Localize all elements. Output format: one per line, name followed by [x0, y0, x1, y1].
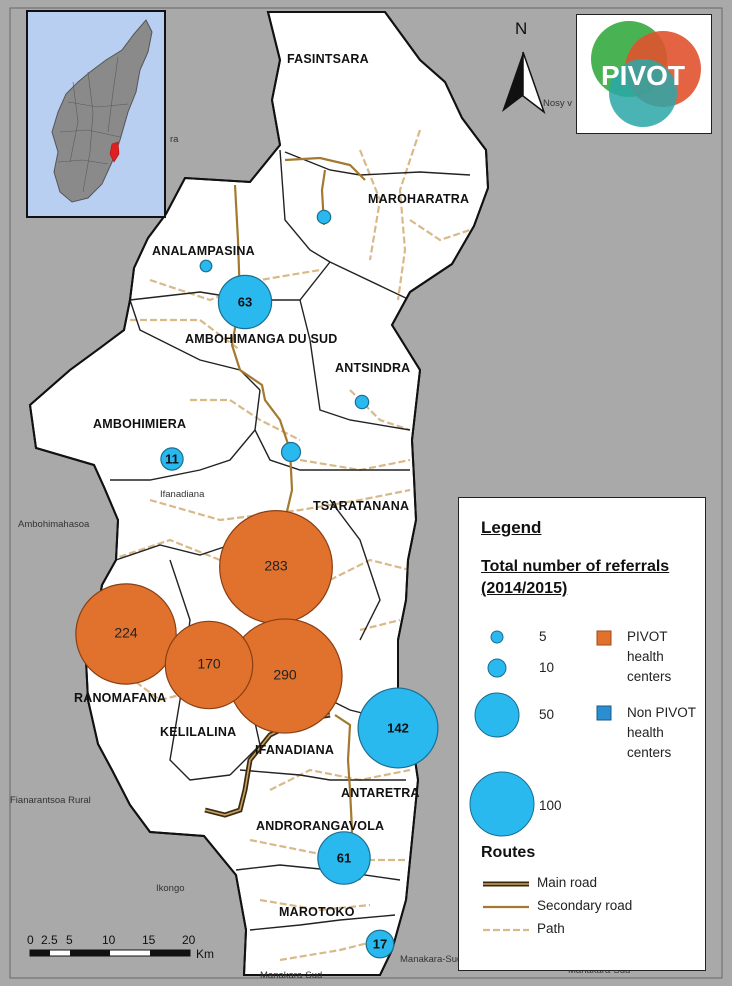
pivot-center-count: 290: [273, 667, 297, 683]
north-label: N: [515, 19, 527, 38]
legend-size-10: [487, 658, 507, 678]
commune-label: ANALAMPASINA: [152, 244, 255, 258]
place-label: Ambohimahasoa: [18, 519, 90, 530]
pivot-center-count: 224: [114, 625, 138, 641]
place-label: Manakara-Sud: [260, 970, 322, 981]
legend-pivot-label: PIVOT health centers: [627, 629, 672, 684]
pivot-center-count: 283: [264, 558, 288, 574]
scale-tick: 15: [142, 933, 156, 947]
place-label: Manakara-Sud: [400, 954, 462, 965]
commune-label: MAROHARATRA: [368, 192, 469, 206]
non-pivot-center-bubble: [354, 394, 370, 410]
non-pivot-center-count: 61: [337, 850, 351, 865]
logo-text: PIVOT: [601, 60, 685, 91]
legend-size-100: [469, 771, 535, 837]
madagascar-inset-icon: [51, 19, 153, 203]
legend-size-label: 50: [539, 707, 555, 722]
pivot-logo: PIVOT: [576, 14, 712, 134]
commune-label: AMBOHIMIERA: [93, 417, 186, 431]
scale-tick: 2.5: [41, 933, 58, 947]
scale-bar: 0 2.5 5 10 15 20 Km: [27, 933, 214, 961]
health-center-bubbles: 63 11 142 61 17 224 283 290 170: [75, 209, 439, 959]
legend-non-pivot-label: Non PIVOT health centers: [627, 705, 696, 760]
non-pivot-center-bubble: [357, 687, 439, 769]
commune-label: ANTARETRA: [341, 786, 420, 800]
non-pivot-center-bubble: [280, 441, 302, 463]
non-pivot-center-bubble: [316, 209, 332, 225]
legend: Legend Total number of referrals (2014/2…: [458, 497, 706, 971]
place-label: Ifanadiana: [160, 489, 205, 500]
map-frame: [9, 7, 723, 979]
place-label: ra: [170, 134, 179, 145]
pivot-logo-icon: PIVOT: [591, 21, 701, 127]
non-pivot-center-bubble: [217, 274, 273, 330]
commune-label: FASINTSARA: [287, 52, 369, 66]
district-location-marker: [109, 141, 120, 163]
non-pivot-center-count: 17: [373, 936, 387, 951]
legend-symbols: [469, 630, 612, 932]
commune-label: TSARATANANA: [313, 499, 409, 513]
place-label: Ikongo: [156, 883, 185, 894]
legend-size-label: 100: [539, 798, 562, 813]
place-label: Fianarantsoa Rural: [10, 795, 91, 806]
commune-label: ANTSINDRA: [335, 361, 410, 375]
north-arrow-icon: N: [502, 19, 546, 115]
place-label: Nosy v: [543, 98, 572, 109]
legend-subtitle: Total number of referrals (2014/2015): [481, 558, 670, 597]
legend-size-label: 5: [539, 629, 547, 644]
commune-labels: FASINTSARA MAROHARATRA ANALAMPASINA AMBO…: [74, 52, 469, 919]
non-pivot-center-bubble: [365, 929, 395, 959]
commune-label: ANDRORANGAVOLA: [256, 819, 384, 833]
scale-tick: 10: [102, 933, 116, 947]
legend-size-5: [490, 630, 504, 644]
commune-label: MAROTOKO: [279, 905, 355, 919]
scale-unit: Km: [196, 947, 214, 961]
scale-tick: 20: [182, 933, 196, 947]
pivot-center-count: 170: [197, 656, 221, 672]
inset-map: [26, 10, 166, 218]
scale-tick: 5: [66, 933, 73, 947]
commune-label: IFANADIANA: [255, 743, 334, 757]
commune-label: AMBOHIMANGA DU SUD: [185, 332, 337, 346]
legend-routes-title: Routes: [481, 844, 536, 861]
non-pivot-center-count: 63: [238, 294, 252, 309]
legend-route-label: Path: [537, 921, 565, 936]
legend-pivot-swatch: [596, 630, 612, 646]
pivot-center-bubble: [164, 620, 254, 710]
legend-size-50: [474, 692, 520, 738]
scale-tick: 0: [27, 933, 34, 947]
commune-label: RANOMAFANA: [74, 691, 166, 705]
legend-title: Legend: [481, 518, 542, 537]
non-pivot-center-count: 11: [165, 451, 179, 466]
legend-size-label: 10: [539, 660, 555, 675]
commune-label: KELILALINA: [160, 725, 236, 739]
non-pivot-center-count: 142: [387, 720, 409, 735]
pivot-center-bubble: [75, 583, 177, 685]
non-pivot-center-bubble: [160, 447, 184, 471]
non-pivot-center-bubble: [317, 831, 371, 885]
legend-route-label: Main road: [537, 875, 598, 890]
legend-route-label: Secondary road: [537, 898, 633, 913]
non-pivot-center-bubble: [199, 259, 213, 273]
legend-non-pivot-swatch: [596, 705, 612, 721]
